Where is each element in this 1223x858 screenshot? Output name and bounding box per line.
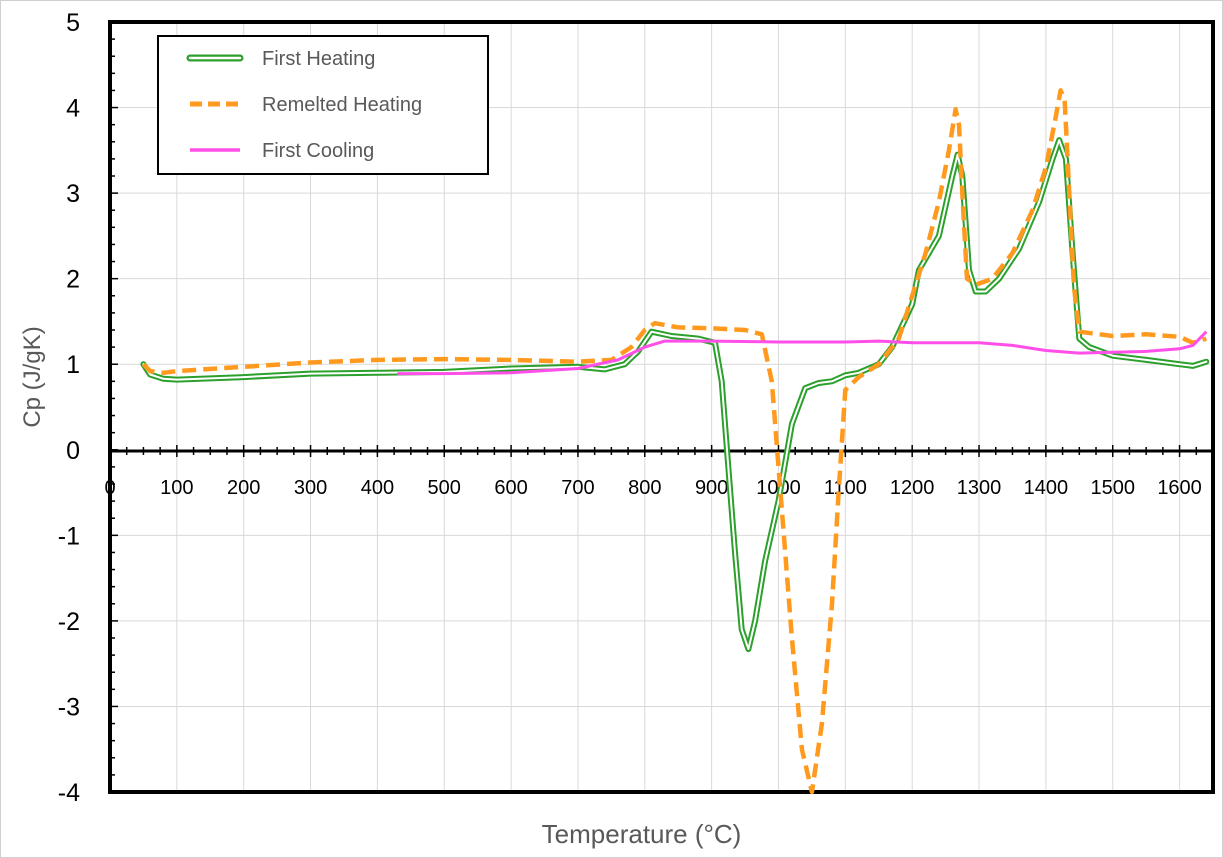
- legend-label-first-cooling: First Cooling: [262, 140, 374, 162]
- y-tick-label: 4: [66, 95, 80, 123]
- x-tick-label: 0: [104, 477, 115, 499]
- axis-layer: 0 100 200 300 400 500 600 700 800 900 1000 1100 1200…: [58, 9, 1213, 807]
- x-tick-label: 100: [160, 477, 193, 499]
- x-tick-label: 600: [494, 477, 527, 499]
- series-line-first-heating-inner: [142, 139, 1208, 651]
- x-tick-label: 200: [227, 477, 260, 499]
- plot-border: [108, 20, 1215, 794]
- legend: First Heating Remelted Heating First Cooli…: [157, 35, 489, 175]
- legend-label-first-heating: First Heating: [262, 48, 375, 70]
- x-tick-label: 900: [695, 477, 728, 499]
- x-tick-label: 800: [628, 477, 661, 499]
- y-tick-label: 0: [66, 437, 80, 465]
- x-tick-label: 1500: [1090, 477, 1135, 499]
- legend-label-remelted-heating: Remelted Heating: [262, 94, 422, 116]
- y-tick-label: 3: [66, 180, 80, 208]
- x-tick-label: 1600: [1157, 477, 1202, 499]
- series-layer: [140, 88, 1210, 795]
- x-tick-label: 1100: [824, 477, 867, 499]
- x-tick-label: 1200: [890, 477, 935, 499]
- y-tick-label: 2: [66, 266, 80, 294]
- y-tick-label: -2: [58, 608, 80, 636]
- x-axis-label: Temperature (°C): [542, 819, 742, 849]
- y-tick-label: 1: [66, 351, 80, 379]
- series-line-remelted-heating: [141, 88, 1207, 795]
- y-tick-label: -1: [58, 522, 80, 550]
- x-tick-label: 1400: [1024, 477, 1069, 499]
- y-tick-label: -3: [58, 693, 80, 721]
- x-tick-label: 300: [294, 477, 327, 499]
- y-axis-label: Cp (J/gK): [19, 326, 46, 427]
- x-tick-label: 500: [428, 477, 461, 499]
- x-tick-label: 700: [561, 477, 594, 499]
- x-tick-label: 400: [361, 477, 394, 499]
- series-line-first-heating: [140, 137, 1210, 653]
- y-tick-label: 5: [66, 9, 80, 37]
- x-tick-label: 1300: [957, 477, 1002, 499]
- y-tick-label: -4: [58, 779, 80, 807]
- series-line-first-cooling: [397, 330, 1208, 376]
